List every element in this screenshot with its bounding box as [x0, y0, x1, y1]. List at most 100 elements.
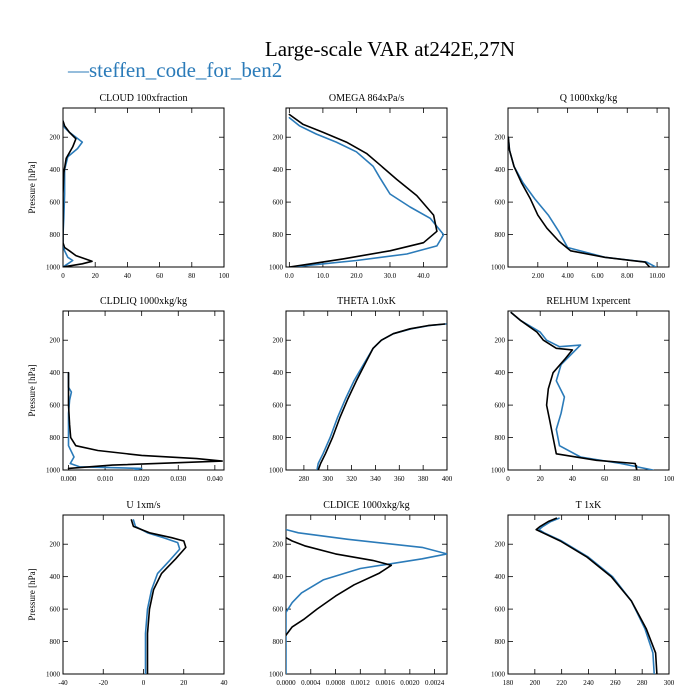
y-tick-label: 200	[50, 337, 61, 345]
panel-title: CLDLIQ 1000xkg/kg	[100, 296, 187, 307]
y-axis-label: Pressure [hPa]	[27, 364, 37, 416]
x-tick-label: 6.00	[591, 272, 604, 280]
y-tick-label: 400	[50, 573, 61, 581]
y-tick-label: 400	[50, 369, 61, 377]
x-tick-label: 20	[180, 679, 188, 687]
x-tick-label: 240	[583, 679, 594, 687]
x-tick-label: 0	[61, 272, 65, 280]
y-tick-label: 200	[50, 134, 61, 142]
y-axis-label: Pressure [hPa]	[27, 161, 37, 213]
y-tick-label: 600	[273, 199, 284, 207]
y-tick-label: 600	[495, 606, 506, 614]
x-tick-label: 320	[346, 475, 357, 483]
x-tick-label: 0.010	[97, 475, 113, 483]
y-tick-label: 400	[273, 573, 284, 581]
plot-frame	[62, 514, 225, 675]
x-tick-label: -20	[99, 679, 109, 687]
plot-frame	[507, 107, 670, 268]
y-tick-label: 600	[273, 606, 284, 614]
y-tick-label: 200	[495, 134, 506, 142]
x-tick-label: 0.0000	[276, 679, 296, 687]
x-tick-label: 360	[394, 475, 405, 483]
x-tick-label: 0	[506, 475, 510, 483]
x-tick-label: 100	[664, 475, 675, 483]
x-tick-label: 20.0	[350, 272, 363, 280]
y-tick-label: 200	[273, 541, 284, 549]
x-tick-label: 200	[530, 679, 541, 687]
x-tick-label: 4.00	[562, 272, 575, 280]
x-tick-label: 30.0	[384, 272, 397, 280]
y-tick-label: 600	[50, 402, 61, 410]
x-tick-label: 80	[188, 272, 196, 280]
x-tick-label: 340	[370, 475, 381, 483]
series-line-black	[508, 136, 651, 267]
plot-frame	[285, 310, 448, 471]
x-tick-label: 0.0004	[301, 679, 321, 687]
y-tick-label: 400	[273, 369, 284, 377]
y-tick-label: 600	[495, 199, 506, 207]
y-tick-label: 1000	[46, 467, 61, 475]
y-tick-label: 600	[495, 402, 506, 410]
series-line-black	[63, 120, 93, 267]
x-tick-label: 40	[569, 475, 577, 483]
x-tick-label: 0.030	[170, 475, 186, 483]
series-line-blue	[508, 136, 657, 267]
panel-title: Q 1000xkg/kg	[560, 93, 618, 104]
x-tick-label: 60	[601, 475, 609, 483]
y-tick-label: 1000	[491, 671, 506, 679]
x-tick-label: 280	[637, 679, 648, 687]
x-tick-label: 40.0	[417, 272, 430, 280]
y-tick-label: 1000	[46, 264, 61, 272]
x-tick-label: 0.0016	[375, 679, 395, 687]
series-line-blue	[286, 528, 447, 674]
y-tick-label: 1000	[46, 671, 61, 679]
panel-title: U 1xm/s	[126, 500, 160, 511]
y-tick-label: 800	[273, 434, 284, 442]
plot-frame	[285, 107, 448, 268]
x-tick-label: 40	[221, 679, 229, 687]
legend-label: steffen_code_for_ben2	[89, 58, 282, 82]
series-line-blue	[67, 371, 143, 470]
plot-frame	[507, 514, 670, 675]
series-line-black	[288, 113, 438, 267]
y-tick-label: 800	[495, 434, 506, 442]
x-tick-label: 0.0020	[400, 679, 420, 687]
panel-title: OMEGA 864xPa/s	[329, 93, 404, 104]
panel-title: CLDICE 1000xkg/kg	[323, 500, 409, 511]
y-tick-label: 400	[495, 166, 506, 174]
series-line-black	[317, 323, 446, 470]
series-line-blue	[63, 120, 84, 267]
series-line-blue	[132, 519, 181, 674]
panel-5: THETA 1.0xK 200 400 600 800 1000 280 300 320 340 3…	[269, 296, 453, 483]
x-tick-label: 20	[537, 475, 545, 483]
series-line-black	[286, 536, 393, 636]
y-tick-label: 600	[50, 606, 61, 614]
y-tick-label: 800	[50, 231, 61, 239]
y-tick-label: 200	[495, 337, 506, 345]
x-tick-label: 20	[92, 272, 100, 280]
series-line-blue	[510, 311, 654, 470]
y-tick-label: 800	[495, 638, 506, 646]
y-tick-label: 400	[50, 166, 61, 174]
x-tick-label: 8.00	[621, 272, 634, 280]
x-tick-label: 0.000	[61, 475, 77, 483]
plot-frame	[507, 310, 670, 471]
panel-title: T 1xK	[576, 500, 602, 511]
x-tick-label: 300	[664, 679, 675, 687]
x-tick-label: 280	[299, 475, 310, 483]
y-tick-label: 800	[273, 638, 284, 646]
legend: — steffen_code_for_ben2	[67, 58, 282, 82]
x-tick-label: 180	[503, 679, 514, 687]
y-tick-label: 800	[495, 231, 506, 239]
y-tick-label: 200	[273, 134, 284, 142]
y-tick-label: 600	[273, 402, 284, 410]
panel-title: THETA 1.0xK	[337, 296, 396, 307]
y-tick-label: 200	[495, 541, 506, 549]
x-tick-label: 380	[418, 475, 429, 483]
plot-frame	[62, 310, 225, 471]
x-tick-label: 0.0	[285, 272, 294, 280]
